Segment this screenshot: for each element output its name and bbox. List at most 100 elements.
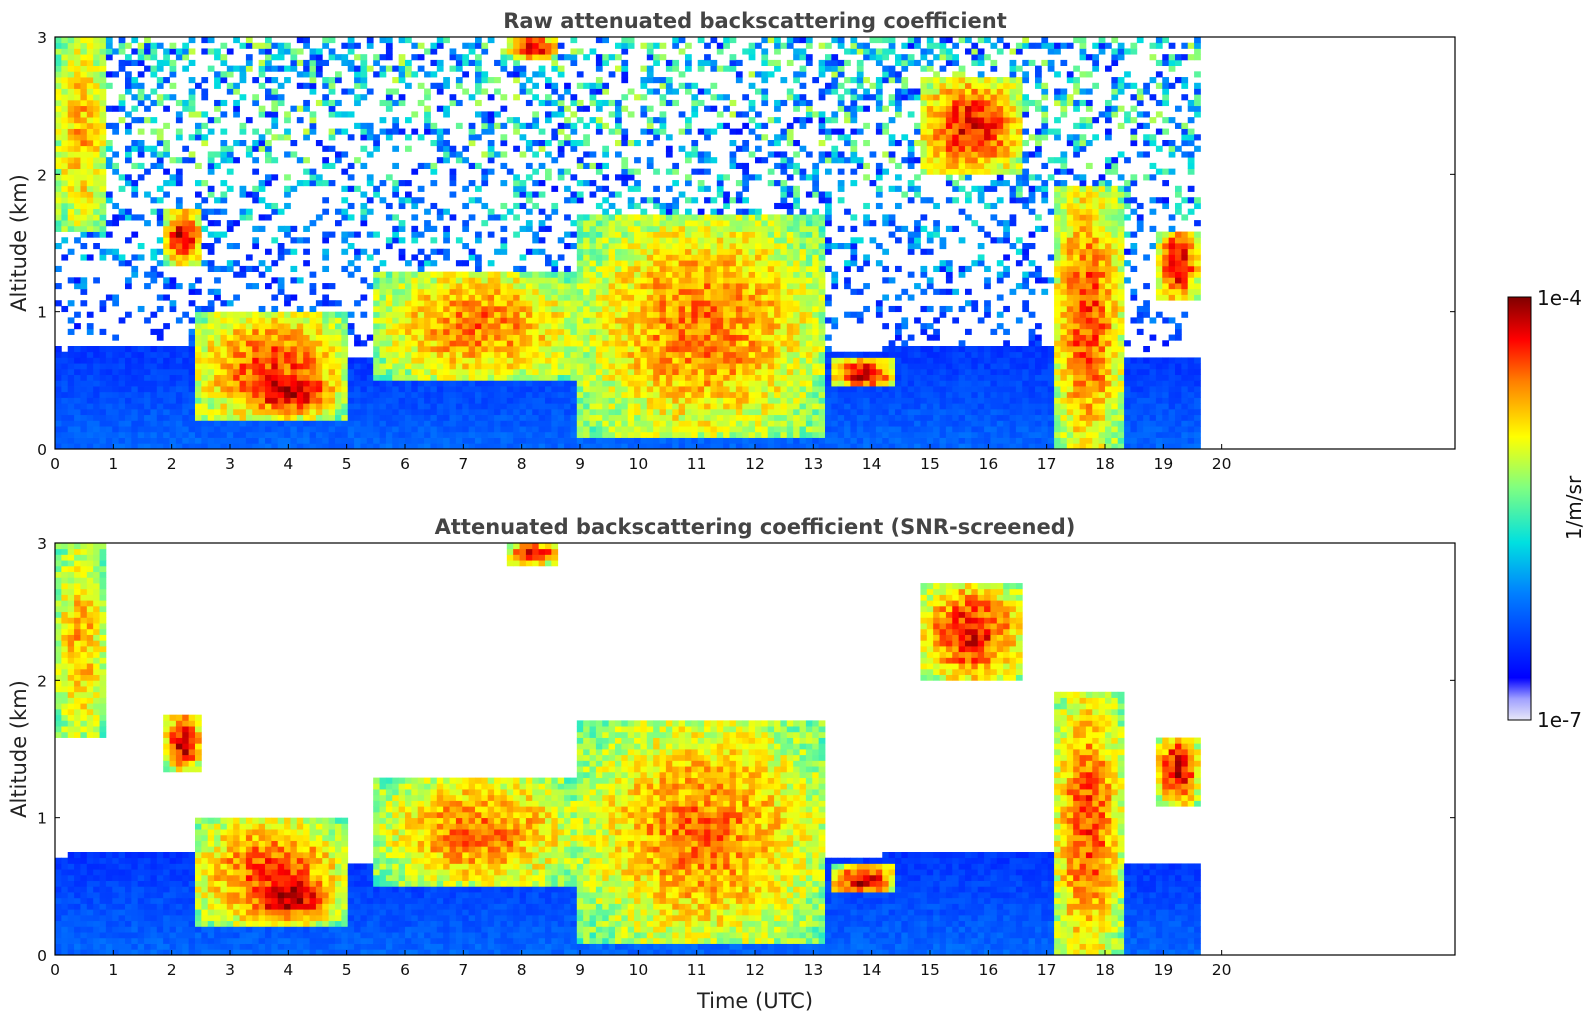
heatmap-cell <box>201 37 209 44</box>
heatmap-cell <box>55 363 62 370</box>
heatmap-cell <box>545 403 552 410</box>
heatmap-cell <box>354 368 361 376</box>
heatmap-cell <box>290 65 298 72</box>
heatmap-cell <box>163 122 170 129</box>
heatmap-cell <box>697 271 705 278</box>
heatmap-cell <box>525 48 533 55</box>
heatmap-cell <box>589 294 597 301</box>
heatmap-cell <box>105 42 113 49</box>
heatmap-cell <box>545 368 552 376</box>
heatmap-cell <box>494 59 501 67</box>
heatmap-cell <box>557 128 565 135</box>
heatmap-cell <box>354 231 361 238</box>
heatmap-cell <box>494 363 501 370</box>
heatmap-cell <box>156 426 164 433</box>
heatmap-cell <box>710 403 718 410</box>
heatmap-cell <box>347 311 355 318</box>
heatmap-cell <box>175 208 183 215</box>
heatmap-cell <box>742 363 750 370</box>
heatmap-cell <box>55 59 62 67</box>
heatmap-cell <box>475 265 482 273</box>
heatmap-cell <box>284 380 291 387</box>
heatmap-cell <box>220 334 228 341</box>
heatmap-cell <box>462 225 470 232</box>
heatmap-cell <box>309 54 317 61</box>
heatmap-cell <box>443 408 450 416</box>
heatmap-cell <box>93 77 100 84</box>
heatmap-cell <box>125 403 132 410</box>
heatmap-cell <box>608 363 616 370</box>
heatmap-cell <box>685 443 692 449</box>
heatmap-cell <box>735 162 743 170</box>
heatmap-cell <box>545 443 552 449</box>
heatmap-cell <box>710 437 718 444</box>
heatmap-cell <box>67 168 75 175</box>
heatmap-cell <box>735 426 743 433</box>
heatmap-cell <box>322 59 330 67</box>
heatmap-cell <box>494 248 501 255</box>
heatmap-cell <box>615 300 622 307</box>
heatmap-cell <box>277 351 285 358</box>
heatmap-cell <box>398 368 406 376</box>
heatmap-cell <box>182 208 190 215</box>
heatmap-cell <box>322 346 330 353</box>
heatmap-cell <box>271 237 279 244</box>
heatmap-cell <box>188 426 196 433</box>
heatmap-cell <box>112 300 120 307</box>
heatmap-cell <box>195 237 202 244</box>
heatmap-cell <box>551 317 559 324</box>
heatmap-cell <box>665 340 673 347</box>
heatmap-cell <box>67 122 75 129</box>
heatmap-cell <box>659 42 667 49</box>
heatmap-cell <box>201 243 209 250</box>
heatmap-cell <box>80 59 88 67</box>
heatmap-cell <box>296 117 304 124</box>
heatmap-cell <box>290 346 298 353</box>
heatmap-cell <box>347 48 355 55</box>
heatmap-cell <box>150 145 158 152</box>
heatmap-cell <box>93 37 100 44</box>
heatmap-cell <box>551 305 559 313</box>
heatmap-cell <box>239 346 247 353</box>
heatmap-cell <box>443 426 450 433</box>
heatmap-cell <box>86 414 94 421</box>
heatmap-cell <box>144 65 151 72</box>
heatmap-cell <box>182 311 190 318</box>
heatmap-cell <box>195 374 202 381</box>
heatmap-cell <box>284 357 291 364</box>
heatmap-cell <box>385 300 393 307</box>
heatmap-cell <box>659 99 667 107</box>
heatmap-cell <box>627 346 635 353</box>
heatmap-cell <box>296 351 304 358</box>
heatmap-cell <box>385 340 393 347</box>
heatmap-cell <box>424 254 431 261</box>
heatmap-cell <box>341 374 349 381</box>
heatmap-cell <box>392 231 400 238</box>
heatmap-cell <box>678 71 686 78</box>
heatmap-cell <box>265 397 272 404</box>
heatmap-cell <box>595 88 603 95</box>
heatmap-cell <box>570 145 578 152</box>
heatmap-cell <box>252 357 260 364</box>
heatmap-cell <box>449 334 457 341</box>
heatmap-cell <box>271 105 279 112</box>
heatmap-cell <box>436 82 444 89</box>
heatmap-cell <box>284 42 291 49</box>
heatmap-raw <box>55 37 1201 449</box>
heatmap-cell <box>627 294 635 301</box>
heatmap-cell <box>576 420 584 427</box>
heatmap-cell <box>576 243 584 250</box>
heatmap-cell <box>245 408 253 416</box>
heatmap-cell <box>729 277 737 284</box>
heatmap-cell <box>653 386 660 393</box>
heatmap-cell <box>424 380 431 387</box>
heatmap-cell <box>347 391 355 398</box>
heatmap-cell <box>163 391 170 398</box>
heatmap-cell <box>716 94 724 101</box>
heatmap-cell <box>430 59 438 67</box>
heatmap-cell <box>602 426 610 433</box>
heatmap-cell <box>341 408 349 416</box>
heatmap-cell <box>245 42 253 49</box>
heatmap-cell <box>430 420 438 427</box>
heatmap-cell <box>239 374 247 381</box>
